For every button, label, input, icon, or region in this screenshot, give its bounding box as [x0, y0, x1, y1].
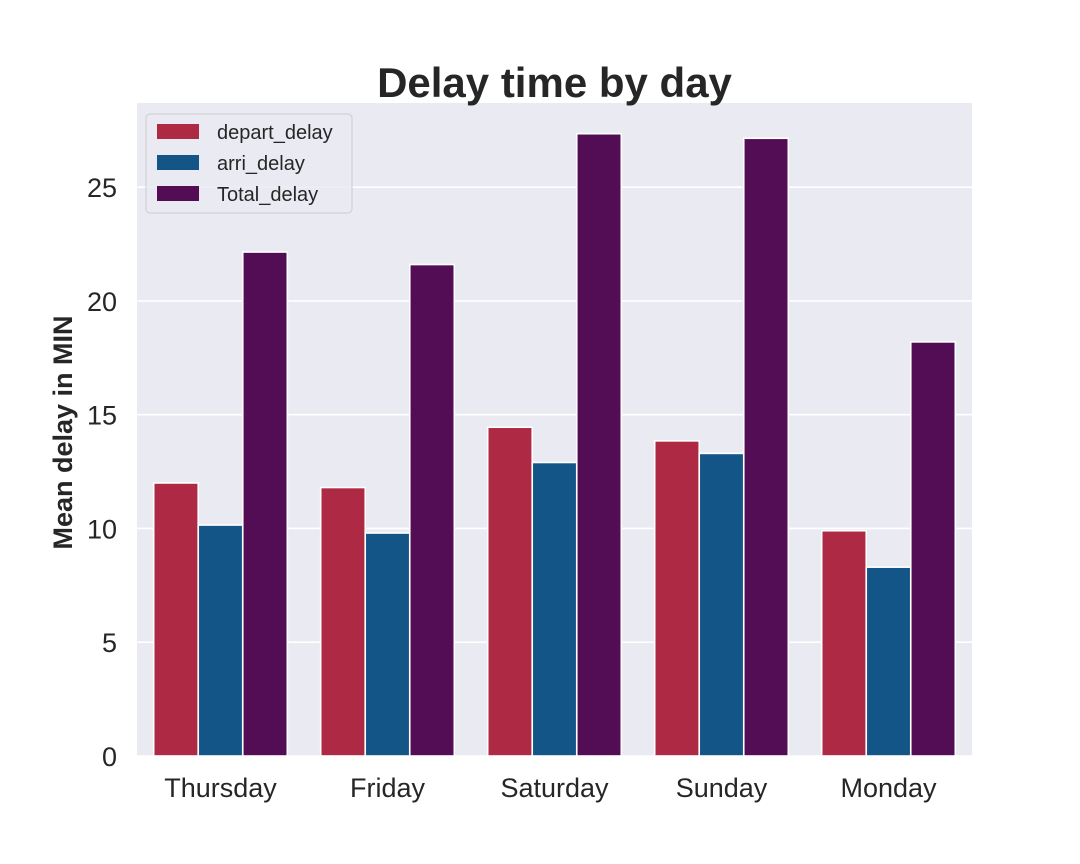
- y-tick-label: 0: [102, 742, 117, 772]
- legend-swatch: [157, 124, 199, 139]
- x-tick-label: Friday: [350, 773, 426, 803]
- bar-Total_delay-monday: [909, 341, 957, 757]
- bar-arri_delay-friday: [364, 532, 411, 757]
- legend-swatch: [157, 155, 199, 170]
- bar-arri_delay-saturday: [531, 461, 578, 757]
- legend-swatch: [157, 186, 199, 201]
- legend-label: Total_delay: [217, 184, 318, 206]
- bar-depart_delay-friday: [319, 486, 367, 757]
- bar-depart_delay-saturday: [486, 426, 534, 757]
- bar-Total_delay-thursday: [241, 251, 289, 757]
- bar-depart_delay-thursday: [152, 482, 200, 757]
- y-tick-label: 25: [87, 173, 117, 203]
- bar-depart_delay-monday: [820, 529, 868, 757]
- x-axis-ticks: Thursday Friday Saturday Sunday Monday: [164, 773, 937, 803]
- x-tick-label: Thursday: [164, 773, 277, 803]
- bar-arri_delay-sunday: [698, 452, 745, 757]
- legend-label: arri_delay: [217, 153, 305, 175]
- y-tick-label: 5: [102, 628, 117, 658]
- x-tick-label: Saturday: [500, 773, 609, 803]
- chart-title: Delay time by day: [377, 59, 732, 106]
- bar-Total_delay-friday: [408, 263, 456, 757]
- bars: [152, 132, 957, 757]
- legend: depart_delay arri_delay Total_delay: [145, 113, 353, 214]
- x-tick-label: Monday: [840, 773, 937, 803]
- y-tick-label: 20: [87, 287, 117, 317]
- y-tick-label: 10: [87, 514, 117, 544]
- bar-depart_delay-sunday: [653, 440, 701, 757]
- legend-label: depart_delay: [217, 122, 333, 144]
- y-axis-ticks: 0 5 10 15 20 25: [87, 173, 117, 772]
- x-tick-label: Sunday: [676, 773, 768, 803]
- y-axis-label: Mean delay in MIN: [48, 315, 78, 549]
- bar-arri_delay-monday: [865, 566, 912, 757]
- bar-Total_delay-saturday: [575, 132, 623, 757]
- y-tick-label: 15: [87, 401, 117, 431]
- bar-Total_delay-sunday: [742, 137, 790, 757]
- bar-arri_delay-thursday: [197, 524, 244, 757]
